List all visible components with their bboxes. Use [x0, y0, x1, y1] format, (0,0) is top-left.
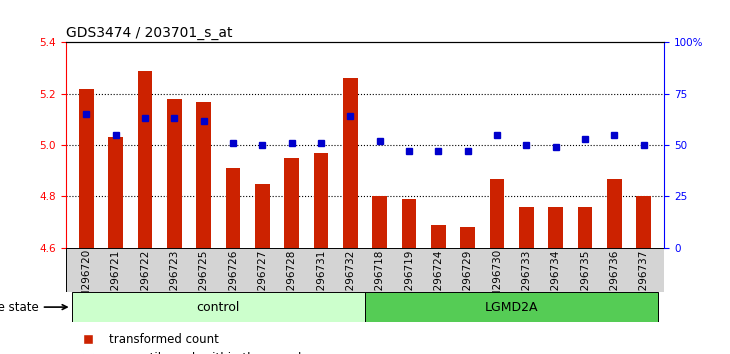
Bar	[72, 292, 365, 322]
Text: GSM296727: GSM296727	[257, 249, 267, 313]
Text: GDS3474 / 203701_s_at: GDS3474 / 203701_s_at	[66, 26, 232, 40]
Bar	[431, 225, 446, 248]
Text: GSM296720: GSM296720	[81, 249, 91, 312]
Text: GSM296733: GSM296733	[521, 249, 531, 313]
Text: GSM296723: GSM296723	[169, 249, 180, 313]
Bar	[137, 71, 153, 248]
Text: GSM296718: GSM296718	[374, 249, 385, 313]
Text: LGMD2A: LGMD2A	[485, 301, 539, 314]
Text: GSM296722: GSM296722	[140, 249, 150, 313]
Bar	[365, 292, 658, 322]
Text: GSM296729: GSM296729	[463, 249, 473, 313]
Text: GSM296724: GSM296724	[434, 249, 443, 313]
Text: GSM296730: GSM296730	[492, 249, 502, 312]
Legend: transformed count, percentile rank within the sample: transformed count, percentile rank withi…	[72, 328, 314, 354]
Text: GSM296721: GSM296721	[110, 249, 120, 313]
Bar	[167, 99, 182, 248]
Bar	[372, 196, 387, 248]
Text: GSM296732: GSM296732	[345, 249, 356, 313]
Bar	[343, 79, 358, 248]
Text: GSM296731: GSM296731	[316, 249, 326, 313]
Bar	[519, 207, 534, 248]
Bar	[79, 89, 93, 248]
Bar	[402, 199, 416, 248]
Bar	[284, 158, 299, 248]
Text: disease state: disease state	[0, 301, 67, 314]
Text: GSM296726: GSM296726	[228, 249, 238, 313]
Text: GSM296719: GSM296719	[404, 249, 414, 313]
Bar	[490, 178, 504, 248]
Text: GSM296735: GSM296735	[580, 249, 590, 313]
Text: GSM296736: GSM296736	[610, 249, 620, 313]
Text: GSM296737: GSM296737	[639, 249, 649, 313]
Bar	[548, 207, 563, 248]
Bar	[314, 153, 328, 248]
Bar	[108, 137, 123, 248]
Bar	[637, 196, 651, 248]
Text: GSM296734: GSM296734	[550, 249, 561, 313]
Text: control: control	[196, 301, 240, 314]
Text: GSM296725: GSM296725	[199, 249, 209, 313]
Bar	[577, 207, 593, 248]
Bar	[196, 102, 211, 248]
Bar	[255, 184, 269, 248]
Bar	[607, 178, 622, 248]
Bar	[226, 168, 240, 248]
Text: GSM296728: GSM296728	[287, 249, 296, 313]
Bar	[461, 227, 475, 248]
